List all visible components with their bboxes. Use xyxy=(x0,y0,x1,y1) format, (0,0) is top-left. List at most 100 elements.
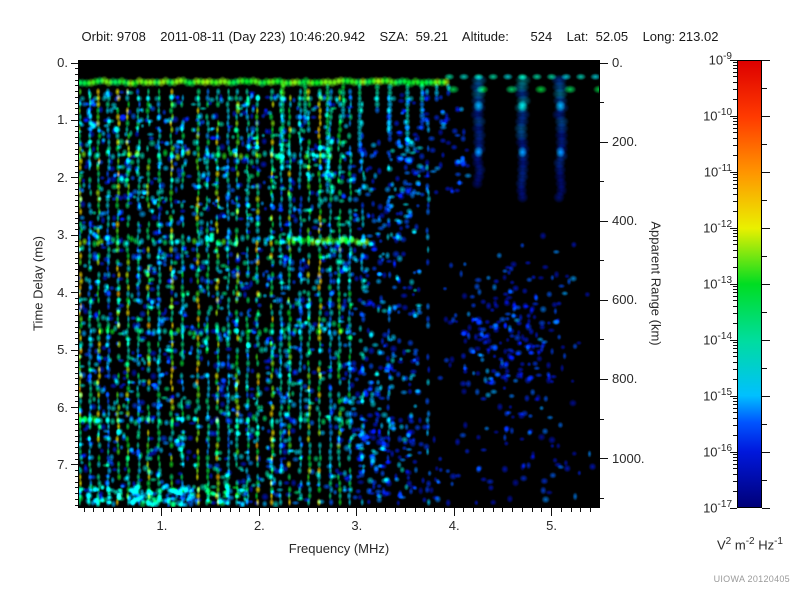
colorbar-tick xyxy=(733,342,737,344)
colorbar-tick xyxy=(733,64,737,66)
axis-tick xyxy=(307,508,309,512)
colorbar-tick xyxy=(733,176,737,178)
axis-tick xyxy=(463,508,465,512)
colorbar-tick xyxy=(733,344,737,346)
axis-tick xyxy=(74,429,78,431)
colorbar-tick xyxy=(733,71,737,73)
axis-tick xyxy=(74,79,78,81)
colorbar-tick xyxy=(733,322,737,324)
axis-tick xyxy=(74,401,78,403)
colorbar-tick xyxy=(730,59,737,61)
colorbar-tick xyxy=(762,227,770,229)
axis-tick xyxy=(74,160,78,162)
axis-tick xyxy=(74,280,78,282)
axis-tick xyxy=(74,309,78,311)
axis-tick xyxy=(200,508,202,512)
axis-tick xyxy=(600,418,604,420)
colorbar-tick xyxy=(733,378,737,380)
colorbar-tick-label: 10-12 xyxy=(703,219,732,236)
colorbar-tick xyxy=(730,171,737,173)
colorbar-tick xyxy=(762,367,767,369)
colorbar-tick xyxy=(733,398,737,400)
axis-tick xyxy=(103,508,105,512)
colorbar-tick-label: 10-17 xyxy=(703,499,732,516)
colorbar-tick xyxy=(733,120,737,122)
axis-tick xyxy=(317,508,319,512)
y-right-tick-label: 0. xyxy=(612,55,623,70)
axis-tick xyxy=(74,206,78,208)
axis-tick xyxy=(74,102,78,104)
colorbar-tick xyxy=(733,239,737,241)
y-left-tick-label: 7. xyxy=(57,456,68,472)
axis-tick xyxy=(512,508,514,512)
colorbar-tick xyxy=(733,456,737,458)
colorbar-tick xyxy=(733,183,737,185)
colorbar-tick xyxy=(733,98,737,100)
axis-tick xyxy=(229,508,231,512)
axis-tick xyxy=(600,497,604,499)
axis-tick xyxy=(600,102,604,104)
axis-tick xyxy=(71,464,78,466)
axis-tick xyxy=(112,508,114,512)
axis-tick xyxy=(600,62,608,64)
colorbar-tick xyxy=(762,87,767,89)
axis-tick xyxy=(74,435,78,437)
colorbar-tick xyxy=(733,305,737,307)
axis-tick xyxy=(74,441,78,443)
colorbar-tick xyxy=(762,143,767,145)
axis-tick xyxy=(74,114,78,116)
axis-tick xyxy=(74,211,78,213)
colorbar-tick xyxy=(733,480,737,482)
colorbar-tick xyxy=(733,407,737,409)
axis-tick xyxy=(74,257,78,259)
axis-tick xyxy=(71,407,78,409)
axis-tick xyxy=(600,339,604,341)
axis-tick xyxy=(74,343,78,345)
colorbar-tick xyxy=(762,479,767,481)
colorbar-tick xyxy=(730,339,737,341)
axis-tick xyxy=(74,251,78,253)
colorbar-tick xyxy=(733,137,737,139)
axis-tick xyxy=(600,299,608,301)
axis-tick xyxy=(268,508,270,512)
x-tick-label: 1. xyxy=(156,518,168,533)
axis-tick xyxy=(278,508,280,512)
colorbar-tick xyxy=(733,300,737,302)
colorbar-tick xyxy=(733,348,737,350)
colorbar-tick xyxy=(762,507,770,509)
x-tick-label: 3. xyxy=(351,518,363,533)
axis-tick xyxy=(74,263,78,265)
y-right-tick-label: 1000. xyxy=(612,450,645,466)
axis-tick xyxy=(74,470,78,472)
colorbar-tick-label: 10-11 xyxy=(703,163,732,180)
axis-tick xyxy=(122,508,124,512)
axis-tick xyxy=(600,181,604,183)
axis-tick xyxy=(414,508,416,512)
colorbar-tick xyxy=(733,118,737,120)
axis-tick xyxy=(482,508,484,512)
axis-tick xyxy=(74,338,78,340)
axis-tick xyxy=(600,220,608,222)
colorbar-tick xyxy=(733,256,737,258)
axis-tick xyxy=(502,508,504,512)
axis-tick xyxy=(74,91,78,93)
axis-tick xyxy=(151,508,153,512)
y-left-tick-label: 4. xyxy=(57,284,68,300)
axis-tick xyxy=(74,378,78,380)
colorbar-tick xyxy=(730,395,737,397)
y-left-tick-label: 2. xyxy=(57,169,68,185)
axis-tick xyxy=(600,378,608,380)
axis-tick xyxy=(74,498,78,500)
axis-tick xyxy=(74,452,78,454)
y-left-tick-label: 5. xyxy=(57,342,68,358)
axis-tick xyxy=(590,508,592,512)
axis-tick xyxy=(74,424,78,426)
axis-tick xyxy=(74,154,78,156)
y-right-tick-label: 800. xyxy=(612,371,638,387)
axis-tick xyxy=(74,200,78,202)
axis-tick xyxy=(210,508,212,512)
axis-tick xyxy=(239,508,241,512)
colorbar-tick xyxy=(733,356,737,358)
colorbar-tick xyxy=(762,199,767,201)
